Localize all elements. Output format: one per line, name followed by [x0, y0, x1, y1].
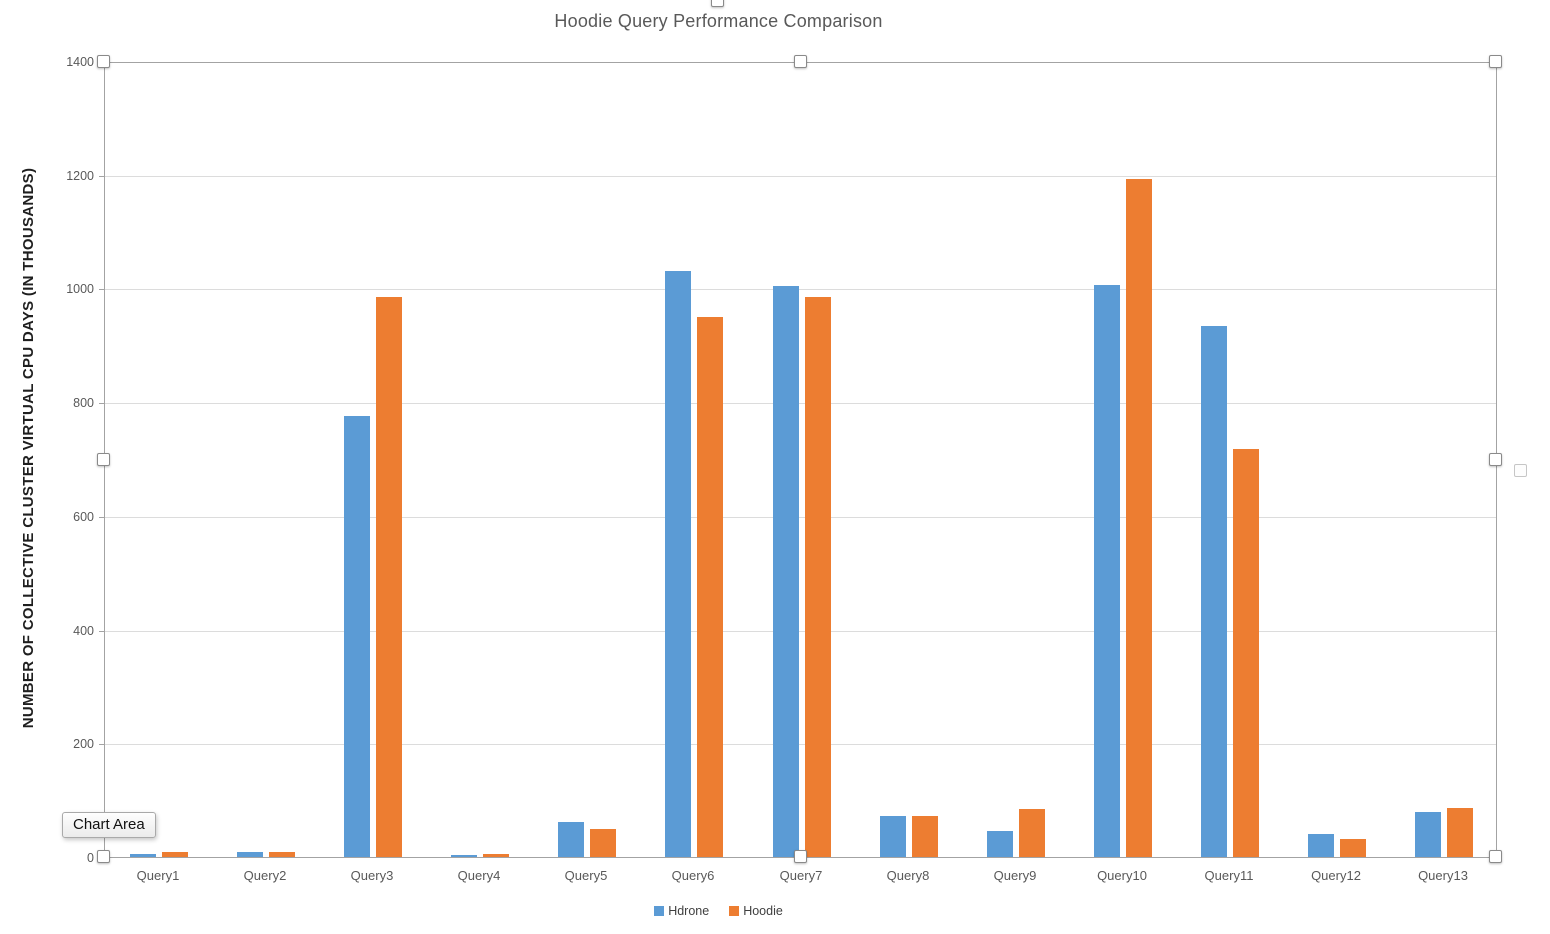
- selection-handle-chart-middle-right[interactable]: [1514, 464, 1527, 477]
- bar-hdrone-query5[interactable]: [558, 822, 584, 857]
- selection-handle-chart-top-center[interactable]: [711, 0, 724, 7]
- bar-hoodie-query1[interactable]: [162, 852, 188, 857]
- bar-hdrone-query8[interactable]: [880, 816, 906, 857]
- bar-hdrone-query9[interactable]: [987, 831, 1013, 857]
- bar-hoodie-query5[interactable]: [590, 829, 616, 857]
- bar-hoodie-query6[interactable]: [697, 317, 723, 857]
- x-tick-label-query7: Query7: [779, 868, 823, 883]
- legend-swatch-icon: [654, 906, 665, 916]
- bar-hoodie-query11[interactable]: [1233, 449, 1259, 857]
- selection-handle-middle-left[interactable]: [97, 453, 110, 466]
- bar-hoodie-query3[interactable]: [376, 297, 402, 857]
- bar-hoodie-query4[interactable]: [483, 854, 509, 857]
- y-tick-label: 1200: [66, 169, 94, 183]
- bar-hdrone-query4[interactable]: [451, 855, 477, 857]
- legend-label: Hoodie: [743, 904, 783, 918]
- x-tick-label-query1: Query1: [136, 868, 180, 883]
- gridline: [105, 517, 1496, 518]
- bar-hoodie-query2[interactable]: [269, 852, 295, 857]
- y-tick-mark: [99, 744, 104, 745]
- legend-item-hoodie[interactable]: Hoodie: [729, 904, 783, 918]
- x-tick-label-query9: Query9: [993, 868, 1037, 883]
- gridline: [105, 289, 1496, 290]
- gridline: [105, 176, 1496, 177]
- y-axis-label: NUMBER OF COLLECTIVE CLUSTER VIRTUAL CPU…: [20, 167, 37, 729]
- legend[interactable]: Hdrone Hoodie: [0, 904, 1437, 918]
- bar-hdrone-query12[interactable]: [1308, 834, 1334, 857]
- y-tick-mark: [99, 631, 104, 632]
- y-tick-label: 1400: [66, 55, 94, 69]
- selection-handle-bottom-left[interactable]: [97, 850, 110, 863]
- bar-hoodie-query8[interactable]: [912, 816, 938, 857]
- plot-area[interactable]: [104, 62, 1497, 858]
- bar-hdrone-query2[interactable]: [237, 852, 263, 857]
- x-tick-label-query12: Query12: [1311, 868, 1361, 883]
- y-tick-mark: [99, 517, 104, 518]
- x-tick-label-query6: Query6: [671, 868, 715, 883]
- gridline: [105, 744, 1496, 745]
- bar-hdrone-query10[interactable]: [1094, 285, 1120, 857]
- legend-swatch-icon: [729, 906, 740, 916]
- bar-hdrone-query7[interactable]: [773, 286, 799, 857]
- y-tick-label: 800: [73, 396, 94, 410]
- x-tick-label-query13: Query13: [1418, 868, 1468, 883]
- bar-hoodie-query7[interactable]: [805, 297, 831, 857]
- selection-handle-middle-right[interactable]: [1489, 453, 1502, 466]
- bar-hdrone-query3[interactable]: [344, 416, 370, 857]
- y-tick-mark: [99, 176, 104, 177]
- y-tick-label: 200: [73, 737, 94, 751]
- gridline: [105, 631, 1496, 632]
- chart-area-tooltip: Chart Area: [62, 812, 156, 838]
- bar-hdrone-query6[interactable]: [665, 271, 691, 857]
- x-tick-label-query2: Query2: [243, 868, 287, 883]
- x-tick-label-query11: Query11: [1204, 868, 1254, 883]
- bar-hdrone-query13[interactable]: [1415, 812, 1441, 857]
- selection-handle-top-left[interactable]: [97, 55, 110, 68]
- y-tick-label: 600: [73, 510, 94, 524]
- y-tick-label: 400: [73, 624, 94, 638]
- x-tick-label-query10: Query10: [1097, 868, 1147, 883]
- legend-item-hdrone[interactable]: Hdrone: [654, 904, 709, 918]
- bar-hoodie-query10[interactable]: [1126, 179, 1152, 857]
- selection-handle-bottom-center[interactable]: [794, 850, 807, 863]
- gridline: [105, 403, 1496, 404]
- y-tick-label: 1000: [66, 282, 94, 296]
- x-tick-label-query4: Query4: [457, 868, 501, 883]
- y-tick-label: 0: [87, 851, 94, 865]
- selection-handle-top-right[interactable]: [1489, 55, 1502, 68]
- x-tick-label-query3: Query3: [350, 868, 394, 883]
- selection-handle-bottom-right[interactable]: [1489, 850, 1502, 863]
- chart-title: Hoodie Query Performance Comparison: [554, 11, 883, 31]
- bar-hdrone-query1[interactable]: [130, 854, 156, 857]
- bar-hoodie-query13[interactable]: [1447, 808, 1473, 857]
- y-tick-mark: [99, 289, 104, 290]
- bar-hoodie-query12[interactable]: [1340, 839, 1366, 857]
- x-tick-label-query8: Query8: [886, 868, 930, 883]
- y-tick-mark: [99, 403, 104, 404]
- legend-label: Hdrone: [668, 904, 710, 918]
- bar-hoodie-query9[interactable]: [1019, 809, 1045, 857]
- x-tick-label-query5: Query5: [564, 868, 608, 883]
- selection-handle-top-center[interactable]: [794, 55, 807, 68]
- bar-hdrone-query11[interactable]: [1201, 326, 1227, 857]
